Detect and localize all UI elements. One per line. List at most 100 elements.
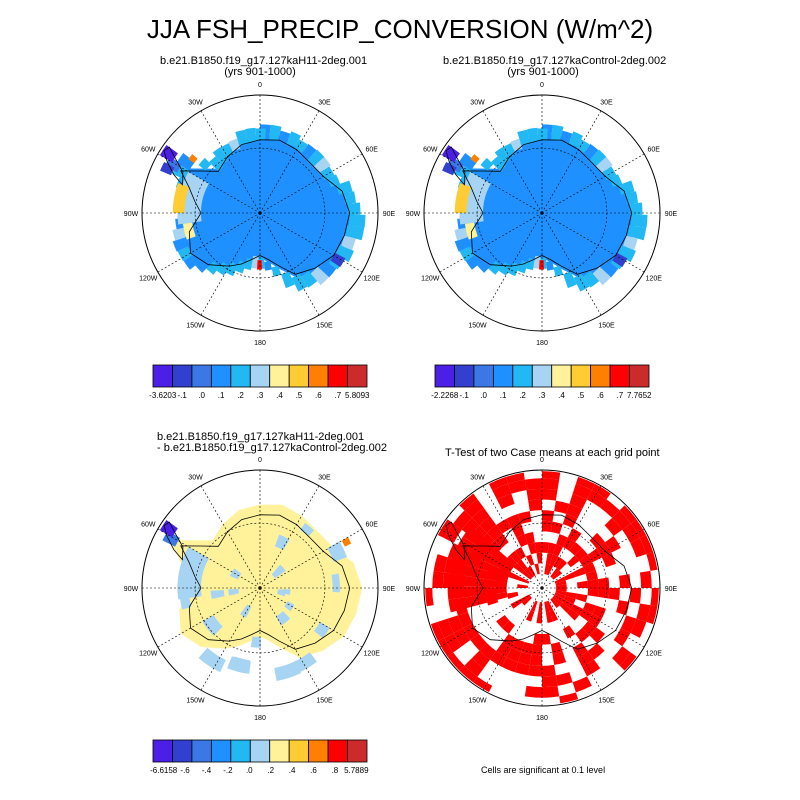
edge-cell: [286, 131, 302, 148]
edge-cell: [583, 143, 599, 160]
warm-cell: [454, 183, 472, 213]
colorbar-swatch: [249, 739, 271, 763]
colorbar-swatch: [210, 364, 232, 388]
edge-cell: [255, 128, 266, 141]
edge-cell: [622, 235, 638, 251]
significant-cell: [525, 610, 535, 622]
graticule: [423, 94, 661, 332]
significant-cell: [451, 548, 510, 578]
significant-cell: [506, 647, 522, 663]
significant-cell: [587, 548, 602, 563]
significant-cell: [542, 520, 553, 533]
significant-cell: [505, 472, 525, 484]
edge-cell: [320, 261, 337, 278]
significant-cell: [534, 563, 540, 575]
panel-title-difference: b.e21.B1850.f19_g17.127kaH11-2deg.001 - …: [157, 432, 387, 454]
ice-sheet-field: [176, 135, 356, 278]
difference-cell: [198, 647, 226, 673]
significant-cell: [587, 613, 602, 628]
edge-cell: [629, 202, 643, 215]
longitude-label: 180: [536, 340, 548, 347]
edge-cell: [553, 265, 564, 277]
colorbar-label: -.1: [460, 391, 470, 400]
significant-cell: [464, 499, 484, 518]
significant-cell: [579, 608, 593, 622]
difference-cell: [240, 604, 252, 618]
significant-cell: [524, 478, 542, 491]
significant-cell: [562, 599, 574, 609]
field-layer: [159, 124, 366, 292]
significant-cell: [552, 596, 563, 606]
edge-cell: [278, 130, 291, 143]
significant-cell: [517, 651, 532, 665]
edge-cell: [216, 262, 230, 276]
significant-cell: [547, 542, 557, 555]
colorbar-label: 5.8093: [345, 391, 370, 400]
edge-cell: [327, 174, 341, 188]
edge-cell: [269, 124, 282, 141]
significant-cell: [622, 523, 640, 544]
colorbar-swatch: [249, 364, 271, 388]
significant-cell: [597, 577, 610, 588]
significant-cell: [457, 612, 473, 629]
colorbar-label: .2: [267, 766, 274, 775]
colorbar-label: .2: [519, 391, 526, 400]
longitude-label: 60W: [141, 147, 156, 154]
significant-cell: [497, 493, 515, 510]
edge-cell: [560, 130, 573, 143]
difference-cell: [284, 601, 295, 612]
significant-cell: [511, 638, 525, 652]
significant-cell: [494, 533, 509, 548]
field-layer: [425, 471, 659, 704]
edge-cell: [612, 252, 628, 268]
significant-cell: [550, 598, 560, 609]
significant-cell: [552, 570, 563, 580]
significant-cell: [619, 505, 637, 524]
colorbar-swatch: [454, 364, 475, 388]
peninsula-cell: [159, 145, 178, 163]
edge-cell: [291, 273, 308, 292]
colorbar-swatch: [327, 364, 348, 388]
edge-cell: [245, 127, 257, 143]
significant-cell: [555, 580, 567, 586]
longitude-label: 90E: [383, 586, 396, 593]
edge-cell: [458, 153, 477, 171]
significant-cell: [448, 592, 508, 613]
difference-cell: [274, 534, 290, 551]
longitude-label: 120E: [646, 276, 663, 283]
significant-cell: [486, 524, 503, 541]
colorbar-swatch: [551, 364, 572, 388]
graticule: [141, 469, 379, 707]
edge-cell: [206, 261, 220, 275]
significant-cell: [529, 654, 542, 666]
significant-cell: [544, 563, 550, 575]
longitude-label: 90E: [665, 586, 678, 593]
edge-cell: [592, 266, 611, 286]
significant-cell: [514, 546, 526, 560]
significant-cell: [630, 538, 647, 558]
peninsula-cell: [441, 145, 460, 163]
significant-cell: [577, 651, 595, 667]
significant-cell: [583, 562, 596, 574]
difference-cell: [275, 611, 291, 626]
colorbar-case2: -2.2268 -.1 .0 .1 .2 .3 .4 .5 .6 .7 7.7652: [431, 364, 652, 400]
significant-cell: [545, 611, 553, 623]
significant-cell: [437, 637, 454, 657]
significant-cell: [444, 523, 462, 544]
difference-cell: [300, 523, 315, 537]
panel-title-case2-line2: (yrs 901-1000): [507, 66, 579, 78]
edge-cell: [340, 235, 356, 251]
longitude-label: 60E: [647, 522, 660, 529]
significant-cell: [533, 633, 542, 645]
significant-cell: [600, 499, 620, 518]
panel-title-difference-line2: - b.e21.B1850.f19_g17.127kaControl-2deg.…: [157, 442, 387, 454]
significant-cell: [517, 584, 529, 588]
significant-cell: [555, 588, 567, 592]
significant-cell: [650, 588, 659, 607]
significant-cell: [605, 535, 621, 553]
longitude-label: 150E: [598, 323, 615, 330]
significant-cell: [521, 641, 534, 655]
colorbar-label: .7: [334, 391, 341, 400]
significant-cell: [559, 602, 571, 614]
colorbar-swatch: [152, 739, 173, 763]
